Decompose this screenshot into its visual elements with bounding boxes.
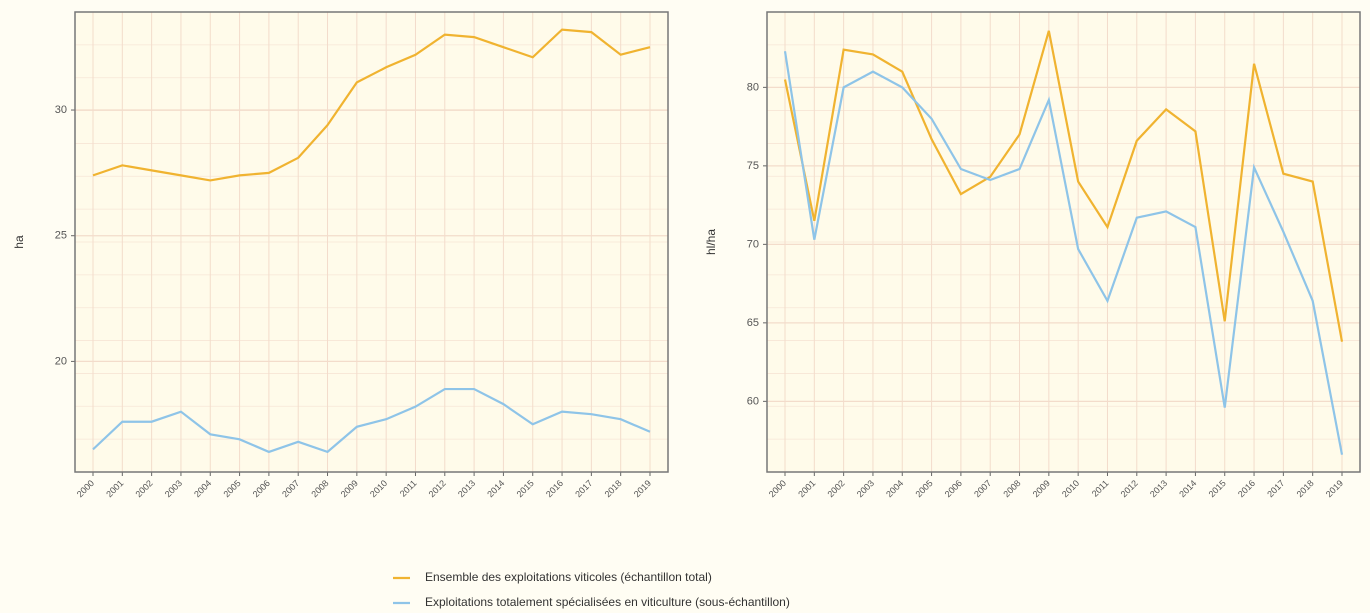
series-line bbox=[92, 387, 651, 454]
y-tick-label: 65 bbox=[747, 317, 759, 329]
y-tick-label: 20 bbox=[55, 355, 67, 367]
x-tick-label: 2017 bbox=[1265, 478, 1286, 499]
x-tick-label: 2008 bbox=[309, 478, 330, 499]
x-tick-label: 2007 bbox=[972, 478, 993, 499]
x-tick-label: 2010 bbox=[1060, 478, 1081, 499]
y-tick-label: 30 bbox=[55, 104, 67, 116]
x-tick-label: 2005 bbox=[221, 478, 242, 499]
x-tick-label: 2009 bbox=[339, 478, 360, 499]
x-tick-label: 2003 bbox=[855, 478, 876, 499]
y-tick-label: 70 bbox=[747, 238, 759, 250]
x-tick-label: 2007 bbox=[280, 478, 301, 499]
x-tick-label: 2018 bbox=[603, 478, 624, 499]
x-tick-label: 2012 bbox=[427, 478, 448, 499]
x-tick-label: 2009 bbox=[1031, 478, 1052, 499]
series-line bbox=[92, 28, 651, 182]
x-tick-label: 2010 bbox=[368, 478, 389, 499]
x-tick-label: 2013 bbox=[1148, 478, 1169, 499]
x-tick-label: 2002 bbox=[133, 478, 154, 499]
x-tick-label: 2005 bbox=[913, 478, 934, 499]
x-tick-label: 2016 bbox=[1236, 478, 1257, 499]
x-tick-label: 2018 bbox=[1295, 478, 1316, 499]
y-tick-label: 25 bbox=[55, 230, 67, 242]
x-tick-label: 2016 bbox=[544, 478, 565, 499]
y-axis-label: hl/ha bbox=[704, 229, 718, 255]
x-tick-label: 2011 bbox=[1090, 478, 1111, 499]
x-tick-label: 2019 bbox=[1324, 478, 1345, 499]
x-tick-label: 2008 bbox=[1001, 478, 1022, 499]
x-tick-label: 2019 bbox=[632, 478, 653, 499]
x-tick-label: 2011 bbox=[398, 478, 419, 499]
x-tick-label: 2015 bbox=[1207, 478, 1228, 499]
series-line bbox=[783, 30, 1344, 342]
x-tick-label: 2004 bbox=[192, 478, 213, 499]
x-tick-label: 2014 bbox=[1177, 478, 1198, 499]
x-tick-label: 2017 bbox=[573, 478, 594, 499]
x-tick-label: 2013 bbox=[456, 478, 477, 499]
legend-label: Ensemble des exploitations viticoles (éc… bbox=[425, 570, 712, 584]
x-tick-label: 2006 bbox=[251, 478, 272, 499]
x-tick-label: 2004 bbox=[884, 478, 905, 499]
x-tick-label: 2001 bbox=[104, 478, 125, 499]
series-line bbox=[783, 51, 1344, 455]
legend-label: Exploitations totalement spécialisées en… bbox=[425, 595, 790, 609]
x-tick-label: 2006 bbox=[943, 478, 964, 499]
y-tick-label: 75 bbox=[747, 160, 759, 172]
y-tick-label: 80 bbox=[747, 81, 759, 93]
x-tick-label: 2012 bbox=[1119, 478, 1140, 499]
y-tick-label: 60 bbox=[747, 395, 759, 407]
x-tick-label: 2000 bbox=[767, 478, 788, 499]
x-tick-label: 2001 bbox=[796, 478, 817, 499]
x-tick-label: 2002 bbox=[825, 478, 846, 499]
plot-border bbox=[766, 11, 1361, 473]
x-tick-label: 2000 bbox=[75, 478, 96, 499]
plot-border bbox=[74, 11, 669, 473]
x-tick-label: 2014 bbox=[485, 478, 506, 499]
x-tick-label: 2015 bbox=[515, 478, 536, 499]
y-axis-label: ha bbox=[12, 235, 26, 249]
x-tick-label: 2003 bbox=[163, 478, 184, 499]
